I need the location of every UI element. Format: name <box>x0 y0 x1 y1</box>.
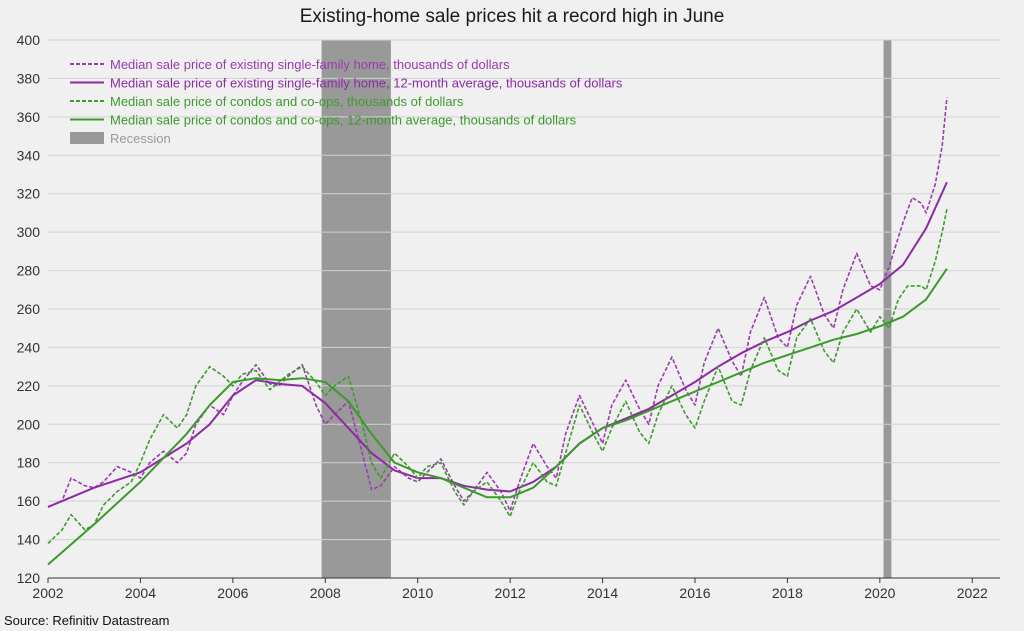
y-tick-label: 300 <box>17 224 41 240</box>
series-lines <box>47 97 948 566</box>
y-tick-label: 120 <box>17 570 41 586</box>
y-tick-label: 240 <box>17 339 41 355</box>
y-tick-label: 260 <box>17 301 41 317</box>
gridlines <box>48 39 1000 541</box>
x-tick-label: 2002 <box>32 585 63 601</box>
x-tick-label: 2008 <box>310 585 341 601</box>
legend-label-4: Recession <box>110 131 171 146</box>
y-tick-label: 160 <box>17 493 41 509</box>
legend-label-0: Median sale price of existing single-fam… <box>110 57 510 72</box>
y-tick-label: 400 <box>17 32 41 48</box>
y-tick-label: 280 <box>17 263 41 279</box>
series-line-3 <box>47 268 948 566</box>
x-tick-label: 2014 <box>587 585 618 601</box>
x-tick-label: 2004 <box>125 585 156 601</box>
legend-label-3: Median sale price of condos and co-ops, … <box>110 113 577 128</box>
axes: 120 140 160 180 200 220 240 260 280 300 320 340 360 3… <box>17 32 1000 601</box>
legend: Median sale price of existing single-fam… <box>70 57 623 146</box>
series-line-1 <box>47 181 948 508</box>
y-tick-label: 140 <box>17 532 41 548</box>
chart-title: Existing-home sale prices hit a record h… <box>300 6 725 27</box>
x-tick-label: 2022 <box>957 585 988 601</box>
x-tick-label: 2006 <box>217 585 248 601</box>
x-tick-label: 2012 <box>495 585 526 601</box>
y-tick-label: 380 <box>17 70 41 86</box>
y-tick-label: 320 <box>17 186 41 202</box>
x-tick-label: 2018 <box>772 585 803 601</box>
legend-label-2: Median sale price of condos and co-ops, … <box>110 94 464 109</box>
y-tick-label: 340 <box>17 147 41 163</box>
legend-label-1: Median sale price of existing single-fam… <box>110 76 623 91</box>
source-note: Source: Refinitiv Datastream <box>4 613 169 628</box>
y-tick-label: 180 <box>17 455 41 471</box>
y-tick-label: 360 <box>17 109 41 125</box>
x-tick-label: 2020 <box>864 585 895 601</box>
y-tick-label: 220 <box>17 378 41 394</box>
series-line-2 <box>47 208 948 544</box>
x-tick-label: 2016 <box>679 585 710 601</box>
y-tick-label: 200 <box>17 416 41 432</box>
x-tick-label: 2010 <box>402 585 433 601</box>
legend-swatch-4 <box>70 132 104 144</box>
